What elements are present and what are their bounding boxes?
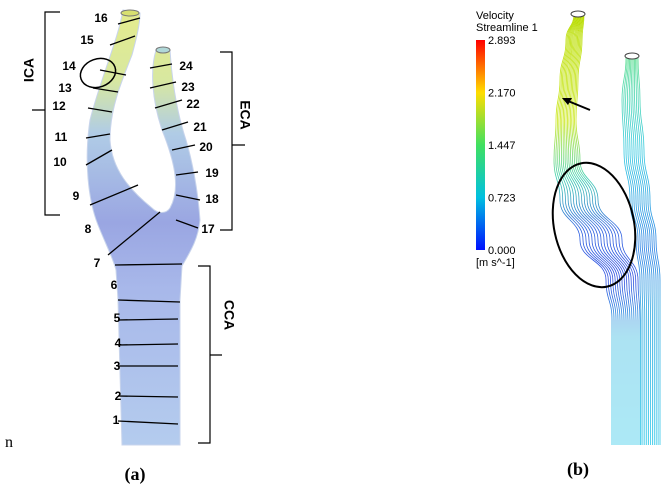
section-label: 21 bbox=[193, 120, 207, 134]
color-bar-tick-label: 0.723 bbox=[488, 193, 516, 205]
caption: (b) bbox=[567, 459, 589, 480]
section-label: 16 bbox=[94, 11, 108, 25]
section-label: 19 bbox=[205, 166, 219, 180]
bracket bbox=[220, 52, 245, 230]
vessel-opening bbox=[121, 10, 139, 16]
section-label: 15 bbox=[80, 33, 94, 47]
streamline bbox=[556, 14, 614, 445]
section-label: 8 bbox=[85, 222, 92, 236]
section-label: 4 bbox=[115, 336, 122, 350]
section-label: 2 bbox=[115, 389, 122, 403]
vessel-opening bbox=[156, 47, 170, 53]
legend-unit: [m s^-1] bbox=[476, 257, 515, 269]
caption: (a) bbox=[125, 464, 146, 485]
bracket bbox=[198, 266, 222, 443]
section-label: 14 bbox=[62, 59, 76, 73]
color-bar-tick-label: 2.893 bbox=[488, 35, 516, 47]
bracket-label: CCA bbox=[221, 300, 237, 330]
color-bar-tick-label: 1.447 bbox=[488, 140, 516, 152]
section-label: 9 bbox=[73, 189, 80, 203]
vessel-opening bbox=[571, 11, 585, 17]
streamline bbox=[566, 14, 626, 445]
color-bar-tick-label: 0.000 bbox=[488, 245, 516, 257]
section-label: 11 bbox=[55, 130, 68, 144]
section-label: 7 bbox=[94, 256, 101, 270]
section-label: 17 bbox=[201, 222, 215, 236]
legend-subtitle: Streamline 1 bbox=[476, 22, 538, 34]
streamline bbox=[565, 14, 624, 445]
bracket-label: ICA bbox=[21, 58, 37, 82]
color-bar-ticks: 2.893 2.170 1.447 0.723 0.000 bbox=[488, 35, 516, 257]
section-label: 3 bbox=[114, 359, 121, 373]
stray-text: n bbox=[5, 434, 13, 451]
section-label: 22 bbox=[186, 97, 200, 111]
section-label: 1 bbox=[113, 413, 120, 427]
bracket-label: ECA bbox=[237, 100, 253, 130]
figure: ICA ECA CCA n (a) Velocity Streamline 1 … bbox=[0, 0, 667, 495]
section-label: 5 bbox=[114, 311, 121, 325]
color-bar bbox=[476, 40, 485, 250]
streamline bbox=[560, 14, 618, 445]
section-label: 12 bbox=[52, 99, 66, 113]
legend-title: Velocity bbox=[476, 10, 514, 22]
streamlines bbox=[554, 14, 660, 445]
section-label: 23 bbox=[181, 80, 195, 94]
section-label: 13 bbox=[58, 81, 72, 95]
section-label: 20 bbox=[199, 140, 213, 154]
color-bar-tick-label: 2.170 bbox=[488, 88, 516, 100]
vessel-a bbox=[87, 10, 200, 445]
section-label: 18 bbox=[205, 192, 219, 206]
bracket bbox=[32, 12, 60, 215]
section-label: 6 bbox=[111, 278, 118, 292]
section-label: 10 bbox=[53, 155, 67, 169]
section-label: 24 bbox=[179, 59, 193, 73]
vessel-opening bbox=[625, 53, 639, 59]
streamline bbox=[572, 14, 634, 445]
